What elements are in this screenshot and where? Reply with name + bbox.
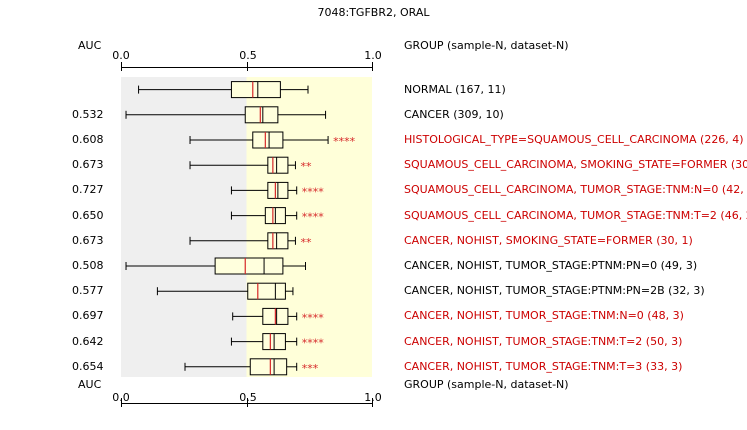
auc-value-3: 0.673	[72, 158, 104, 172]
auc-value-4: 0.727	[72, 183, 104, 197]
group-label-3: SQUAMOUS_CELL_CARCINOMA, SMOKING_STATE=F…	[404, 158, 747, 172]
header-tick-1: 1.0	[364, 49, 382, 62]
group-label-1: CANCER (309, 10)	[404, 107, 504, 121]
chart-title: 7048:TGFBR2, ORAL	[317, 6, 430, 19]
footer-group-label: GROUP (sample-N, dataset-N)	[404, 378, 569, 391]
significance-stars-6: **	[300, 236, 312, 249]
significance-stars-11: ***	[302, 362, 319, 375]
box-0	[230, 81, 281, 99]
group-label-5: SQUAMOUS_CELL_CARCINOMA, TUMOR_STAGE:TNM…	[404, 208, 747, 222]
group-label-8: CANCER, NOHIST, TUMOR_STAGE:PTNM:PN=2B (…	[404, 284, 705, 298]
footer-tick-05: 0.5	[239, 391, 257, 404]
header-group-label: GROUP (sample-N, dataset-N)	[404, 39, 569, 52]
group-label-11: CANCER, NOHIST, TUMOR_STAGE:TNM:T=3 (33,…	[404, 359, 683, 373]
background-above-05	[246, 77, 372, 377]
significance-stars-10: ****	[302, 337, 325, 350]
box-7	[214, 257, 284, 275]
box-6	[267, 232, 289, 250]
auc-value-9: 0.697	[72, 309, 104, 323]
auc-value-5: 0.650	[72, 208, 104, 222]
background-below-05	[121, 77, 247, 377]
auc-value-7: 0.508	[72, 259, 104, 272]
footer-tick-0: 0.0	[112, 391, 130, 404]
footer-auc-label: AUC	[78, 378, 102, 391]
box-11	[249, 358, 288, 376]
group-label-10: CANCER, NOHIST, TUMOR_STAGE:TNM:T=2 (50,…	[404, 334, 683, 348]
auc-value-11: 0.654	[72, 359, 104, 373]
significance-stars-5: ****	[302, 211, 325, 224]
group-label-6: CANCER, NOHIST, SMOKING_STATE=FORMER (30…	[404, 233, 693, 247]
auc-value-10: 0.642	[72, 334, 104, 348]
auc-value-1: 0.532	[72, 107, 104, 121]
group-label-0: NORMAL (167, 11)	[404, 82, 506, 96]
significance-stars-4: ****	[302, 185, 325, 198]
auc-value-6: 0.673	[72, 233, 104, 247]
significance-stars-9: ****	[302, 311, 325, 324]
group-label-4: SQUAMOUS_CELL_CARCINOMA, TUMOR_STAGE:TNM…	[404, 183, 747, 197]
box-3	[267, 156, 289, 174]
footer-tick-1: 1.0	[364, 391, 382, 404]
box-2	[252, 131, 284, 149]
header-tick-05: 0.5	[239, 49, 257, 62]
box-1	[244, 106, 279, 124]
significance-stars-2: ****	[333, 135, 356, 148]
box-8	[247, 282, 286, 300]
auc-value-8: 0.577	[72, 284, 104, 298]
header-tick-0: 0.0	[112, 49, 130, 62]
group-label-2: HISTOLOGICAL_TYPE=SQUAMOUS_CELL_CARCINOM…	[404, 133, 744, 146]
group-label-9: CANCER, NOHIST, TUMOR_STAGE:TNM:N=0 (48,…	[404, 309, 684, 323]
significance-stars-3: **	[300, 160, 312, 173]
group-label-7: CANCER, NOHIST, TUMOR_STAGE:PTNM:PN=0 (4…	[404, 259, 698, 272]
auc-value-2: 0.608	[72, 133, 104, 146]
header-auc-label: AUC	[78, 39, 102, 52]
